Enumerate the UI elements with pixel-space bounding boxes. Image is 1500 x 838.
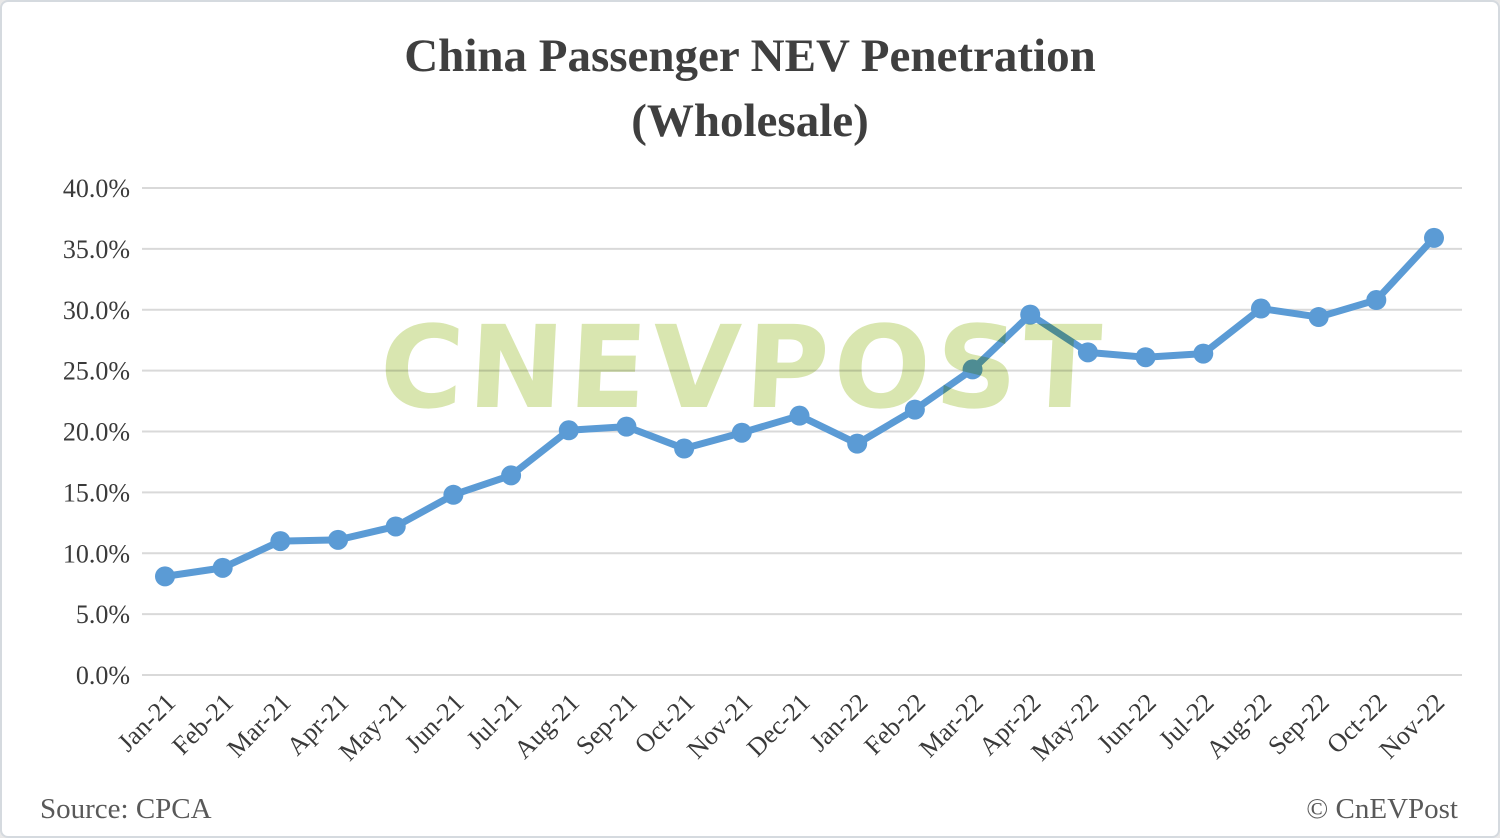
data-point	[1193, 343, 1214, 364]
x-tick-label: Aug-21	[508, 688, 585, 765]
x-tick-label: Jul-22	[1153, 688, 1219, 754]
x-tick-label: Feb-22	[859, 688, 932, 761]
y-tick-label: 20.0%	[63, 418, 130, 447]
data-point	[1366, 290, 1387, 311]
data-point	[155, 566, 175, 587]
x-tick-label: Nov-21	[681, 688, 758, 765]
data-point	[328, 529, 349, 550]
x-tick-label: Mar-21	[221, 688, 296, 763]
data-point	[1424, 227, 1444, 248]
chart-title: China Passenger NEV Penetration (Wholesa…	[2, 24, 1498, 154]
x-tick-label: Jun-21	[399, 688, 470, 759]
y-tick-label: 0.0%	[76, 661, 130, 690]
x-tick-label: Dec-21	[741, 688, 816, 763]
y-tick-label: 10.0%	[63, 539, 130, 568]
x-tick-label: Oct-21	[629, 688, 701, 760]
data-point	[847, 433, 868, 454]
data-point	[674, 438, 695, 459]
chart-title-line1: China Passenger NEV Penetration	[404, 30, 1096, 82]
chart-title-line2: (Wholesale)	[631, 94, 869, 147]
data-point	[1135, 347, 1156, 368]
x-tick-label: Oct-22	[1321, 688, 1393, 760]
x-tick-label: Mar-22	[914, 688, 989, 763]
x-tick-label: Apr-22	[973, 688, 1046, 761]
watermark-cnevpost-logo: CNEVPOST	[376, 301, 1110, 434]
x-tick-label: Sep-21	[570, 688, 643, 761]
y-tick-label: 40.0%	[63, 174, 130, 203]
x-tick-label: Aug-22	[1201, 688, 1278, 765]
source-label: Source: CPCA	[40, 793, 212, 825]
x-tick-label: Apr-21	[281, 688, 354, 761]
x-tick-label: Nov-22	[1374, 688, 1451, 765]
data-point	[385, 516, 406, 537]
x-tick-label: Jan-22	[804, 688, 874, 758]
x-tick-label: Jul-21	[461, 688, 527, 754]
y-tick-label: 35.0%	[63, 235, 130, 264]
copyright-label: © CnEVPost	[1306, 793, 1458, 825]
data-point	[212, 557, 233, 578]
x-tick-label: Jan-21	[112, 688, 182, 758]
y-tick-label: 30.0%	[63, 296, 130, 325]
data-point	[1308, 307, 1329, 328]
x-tick-label: May-22	[1025, 688, 1104, 767]
x-tick-label: May-21	[333, 688, 412, 767]
x-tick-label: Feb-21	[166, 688, 239, 761]
data-point	[501, 465, 522, 486]
x-tick-label: Sep-22	[1262, 688, 1335, 761]
data-point	[443, 484, 464, 505]
y-tick-label: 25.0%	[63, 357, 130, 386]
chart-footer: Source: CPCA © CnEVPost	[40, 793, 1458, 826]
x-tick-label: Jun-22	[1091, 688, 1162, 759]
data-point	[1250, 298, 1271, 319]
y-tick-label: 5.0%	[76, 600, 130, 629]
data-point	[270, 531, 291, 552]
y-tick-label: 15.0%	[63, 478, 130, 507]
